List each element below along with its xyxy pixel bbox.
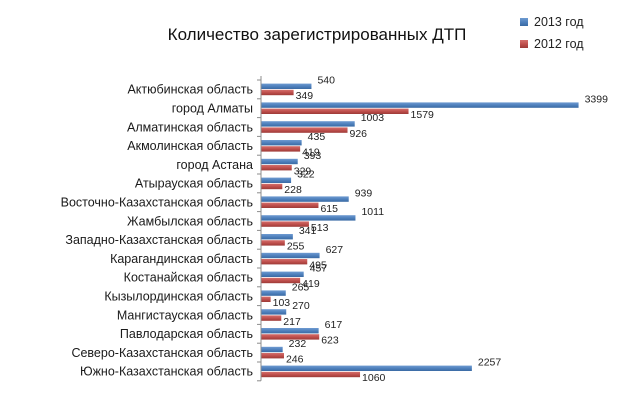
bar-series-1 bbox=[261, 271, 304, 277]
value-label: 1003 bbox=[361, 112, 385, 124]
legend-swatch bbox=[520, 18, 528, 26]
category-label: Жамбылская область bbox=[127, 214, 253, 228]
legend-swatch bbox=[520, 40, 528, 48]
bar-series-1 bbox=[261, 196, 349, 202]
bar-series-1 bbox=[261, 346, 283, 353]
value-label: 1579 bbox=[411, 109, 435, 121]
category-label: Карагандинская область bbox=[110, 252, 253, 266]
bar-series-2 bbox=[261, 202, 319, 208]
value-label: 349 bbox=[296, 90, 314, 102]
bar-series-2 bbox=[261, 108, 409, 114]
value-label: 419 bbox=[302, 147, 320, 159]
value-label: 341 bbox=[299, 225, 317, 237]
value-label: 617 bbox=[325, 319, 343, 331]
value-label: 513 bbox=[311, 222, 329, 234]
category-label: Кызылординская область bbox=[104, 290, 253, 304]
category-label: Мангистауская область bbox=[117, 308, 253, 322]
bar-series-1 bbox=[261, 365, 472, 371]
bar-series-1 bbox=[261, 83, 312, 89]
legend-label: 2012 год bbox=[534, 37, 584, 51]
category-label: город Алматы bbox=[172, 102, 253, 116]
value-label: 246 bbox=[286, 353, 304, 365]
category-label: Акмолинская область bbox=[127, 139, 253, 153]
bar-series-2 bbox=[261, 127, 348, 133]
value-label: 217 bbox=[283, 316, 301, 328]
value-label: 457 bbox=[310, 263, 328, 275]
value-label: 393 bbox=[304, 150, 322, 162]
value-label: 435 bbox=[308, 131, 326, 143]
category-label: Павлодарская область bbox=[120, 327, 253, 341]
value-label: 615 bbox=[320, 203, 338, 215]
bar-series-2 bbox=[261, 221, 309, 227]
category-label: город Астана bbox=[176, 158, 253, 172]
value-label: 2257 bbox=[478, 357, 502, 369]
value-label: 627 bbox=[326, 244, 344, 256]
bar-series-1 bbox=[261, 158, 298, 165]
category-label: Южно-Казахстанская область bbox=[80, 365, 253, 379]
bar-series-2 bbox=[261, 89, 294, 96]
category-label: Северо-Казахстанская область bbox=[71, 346, 253, 360]
value-label: 103 bbox=[273, 297, 291, 309]
bar-series-1 bbox=[261, 328, 319, 334]
value-label: 495 bbox=[309, 259, 327, 271]
bar-series-2 bbox=[261, 240, 285, 246]
bar-series-2 bbox=[261, 165, 292, 171]
category-label: Костанайская область bbox=[124, 271, 253, 285]
bar-series-1 bbox=[261, 140, 302, 146]
value-label: 270 bbox=[292, 300, 310, 312]
bar-series-1 bbox=[261, 252, 320, 259]
bar-series-1 bbox=[261, 177, 292, 183]
bar-series-1 bbox=[261, 121, 355, 127]
value-label: 329 bbox=[294, 165, 312, 177]
category-label: Алматинская область bbox=[127, 120, 253, 134]
value-label: 623 bbox=[321, 335, 339, 347]
bar-series-2 bbox=[261, 296, 271, 302]
bar-series-2 bbox=[261, 146, 301, 152]
value-label: 232 bbox=[289, 338, 307, 350]
value-label: 322 bbox=[297, 169, 315, 181]
bar-series-2 bbox=[261, 315, 282, 321]
value-label: 228 bbox=[284, 184, 302, 196]
category-label: Восточно-Казахстанская область bbox=[61, 196, 253, 210]
value-label: 926 bbox=[350, 128, 368, 140]
value-label: 255 bbox=[287, 241, 305, 253]
value-label: 939 bbox=[355, 187, 373, 199]
value-label: 1060 bbox=[362, 372, 386, 384]
bar-series-1 bbox=[261, 234, 293, 240]
bar-series-2 bbox=[261, 277, 301, 284]
legend: 2013 год 2012 год bbox=[520, 15, 584, 51]
bar-series-2 bbox=[261, 334, 320, 340]
bar-series-1 bbox=[261, 290, 286, 296]
value-label: 265 bbox=[292, 281, 310, 293]
bar-series-2 bbox=[261, 183, 283, 190]
value-label: 540 bbox=[317, 75, 335, 87]
value-label: 419 bbox=[302, 278, 320, 290]
bar-series-2 bbox=[261, 353, 284, 359]
bar-series-2 bbox=[261, 371, 361, 378]
chart-title: Количество зарегистрированных ДТП bbox=[168, 25, 467, 44]
bar-series-1 bbox=[261, 102, 579, 108]
category-label: Актюбинская область bbox=[127, 83, 253, 97]
value-label: 1011 bbox=[361, 206, 384, 218]
bar-series-1 bbox=[261, 215, 356, 221]
category-label: Западно-Казахстанская область bbox=[65, 233, 253, 247]
bar-series-2 bbox=[261, 259, 308, 265]
bar-series-1 bbox=[261, 309, 287, 315]
legend-label: 2013 год bbox=[534, 15, 584, 29]
category-label: Атырауская область bbox=[135, 177, 253, 191]
value-label: 3399 bbox=[585, 93, 609, 105]
